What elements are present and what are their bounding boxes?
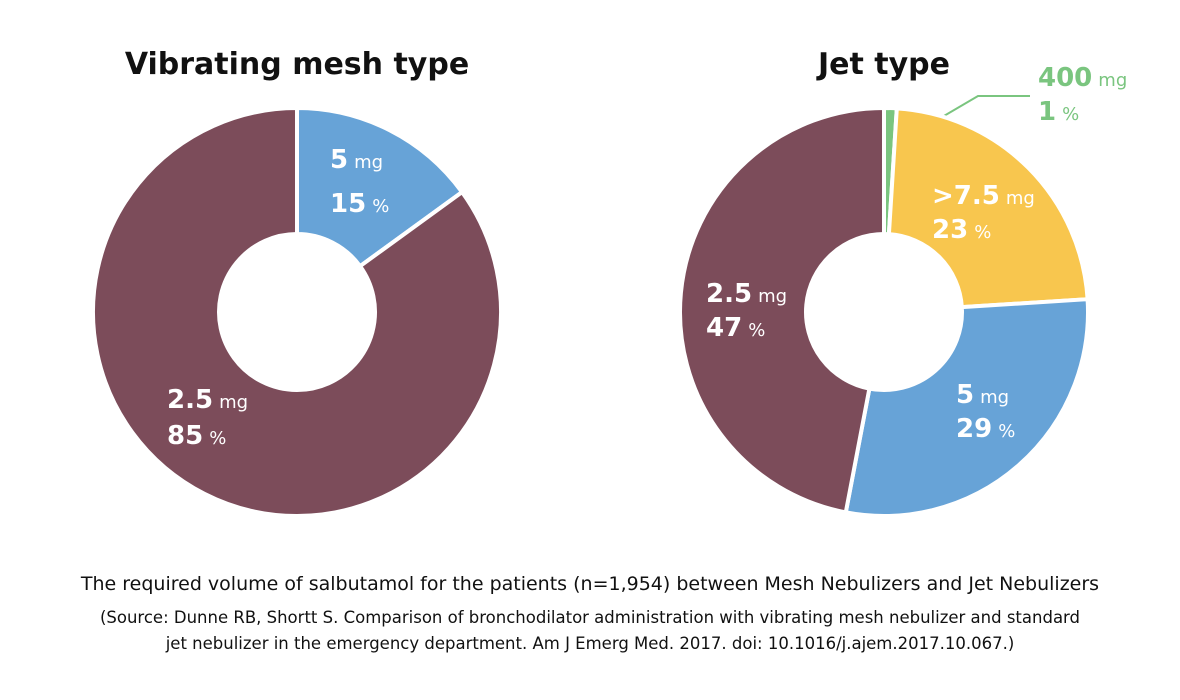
chart-1-slice-2-value-label: 2.5 mg — [167, 385, 248, 415]
chart-2-slice-4 — [678, 105, 886, 515]
source-citation: (Source: Dunne RB, Shortt S. Comparison … — [0, 605, 1180, 657]
chart-2-slice-2-value-label: >7.5 mg — [932, 181, 1035, 211]
chart-2-slice-2-percent-label: 23% — [932, 215, 991, 245]
chart-2-slice-3-value-label: 5 mg — [956, 380, 1009, 410]
figure-caption: The required volume of salbutamol for th… — [80, 573, 1100, 595]
chart-1: Vibrating mesh type 5 mg 15 % 2.5 mg 85% — [91, 47, 503, 518]
chart-2-slice-4-percent-label: 47% — [706, 313, 765, 343]
chart-2-slice-1-value-label: 400 mg — [1038, 63, 1127, 93]
chart-2: Jet type 400 mg 1 % >7.5 mg 23 % 5 mg 29 % 2.5 mg 47% — [678, 47, 1127, 518]
chart-2-slice-3-percent-label: 29% — [956, 414, 1015, 444]
chart-2-slice-4-value-label: 2.5 mg — [706, 279, 787, 309]
chart-1-slice-1-value-label: 5 mg — [330, 145, 383, 175]
chart-1-slice-2-percent-label: 85% — [167, 421, 226, 451]
chart-1-slice-1 — [295, 105, 465, 269]
chart-1-slice-2 — [91, 105, 503, 518]
chart-1-slice-1-percent-label: 15% — [330, 189, 389, 219]
chart-1-title: Vibrating mesh type — [125, 47, 469, 82]
chart-2-slice-2 — [886, 106, 1090, 310]
chart-2-title: Jet type — [816, 47, 950, 82]
source-line-1: (Source: Dunne RB, Shortt S. Comparison … — [99, 608, 1081, 627]
donut-charts: Vibrating mesh type 5 mg 15 % 2.5 mg 85 % Jet typ… — [91, 47, 1127, 518]
chart-2-slice-1-percent-label: 1% — [1038, 97, 1079, 127]
source-line-2: jet nebulizer in the emergency departmen… — [165, 634, 1015, 653]
chart-2-slice-3 — [843, 297, 1090, 518]
